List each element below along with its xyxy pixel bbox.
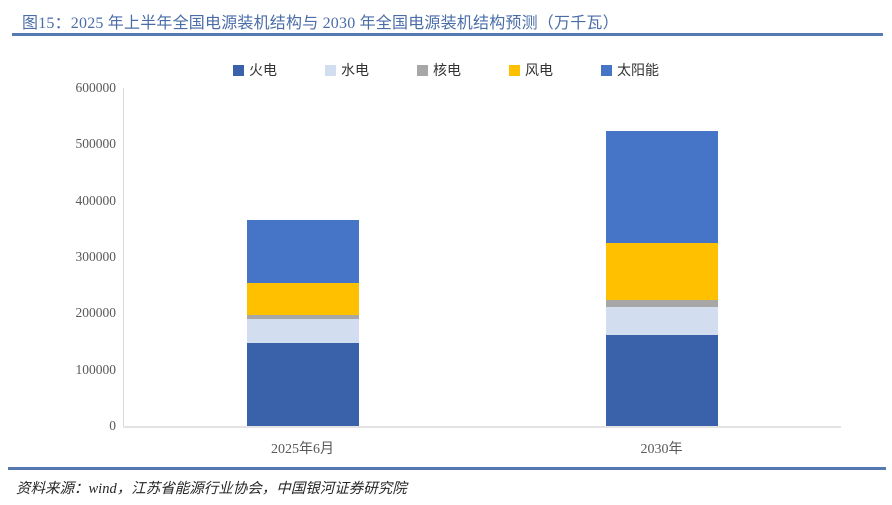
y-axis-tick-label: 100000 (75, 361, 117, 377)
bar-segment (246, 318, 359, 344)
y-axis-tick-label: 300000 (75, 249, 117, 264)
legend-swatch-icon (417, 64, 428, 76)
y-axis-line (123, 88, 124, 426)
y-axis-tick-label: 200000 (75, 305, 117, 321)
source-note: 资料来源：wind，江苏省能源行业协会，中国银河证券研究院 (16, 481, 407, 497)
y-axis-tick-label: 400000 (75, 192, 117, 208)
bar-segment (246, 315, 359, 319)
legend-item: 核电 (417, 60, 461, 80)
x-axis-line (123, 426, 841, 428)
legend-label: 风电 (525, 64, 553, 79)
y-axis-tick-label: 0 (109, 418, 116, 433)
legend-label: 水电 (341, 64, 369, 79)
bar-segment (605, 306, 718, 335)
legend-swatch-icon (509, 64, 520, 76)
y-axis-tick-label: 600000 (75, 80, 117, 95)
y-axis-tick-label: 500000 (75, 136, 117, 152)
figure-title: 图15：2025 年上半年全国电源装机结构与 2030 年全国电源装机结构预测（… (22, 15, 619, 32)
legend-item: 风电 (509, 60, 553, 80)
legend-label: 核电 (433, 64, 461, 79)
bar-segment (605, 243, 718, 300)
footer-divider (8, 467, 886, 470)
legend-swatch-icon (233, 64, 244, 76)
legend-label: 火电 (249, 64, 277, 79)
legend-item: 水电 (325, 60, 369, 80)
x-axis-category-label: 2030年 (640, 442, 683, 457)
legend-swatch-icon (325, 64, 336, 76)
legend-swatch-icon (601, 64, 612, 76)
bar-segment (605, 130, 718, 244)
bar-segment (246, 343, 359, 426)
bar-segment (605, 334, 718, 426)
stacked-bar-2025h1 (246, 219, 359, 426)
stacked-bar-2030 (605, 130, 718, 426)
legend-label: 太阳能 (617, 64, 659, 79)
chart-legend: 火电 水电 核电 风电 太阳能 (0, 60, 892, 80)
bar-segment (246, 219, 359, 283)
legend-item: 太阳能 (601, 60, 659, 80)
header-divider (12, 33, 883, 36)
legend-item: 火电 (233, 60, 277, 80)
x-axis-category-label: 2025年6月 (271, 442, 334, 457)
bar-segment (605, 299, 718, 307)
bar-segment (246, 282, 359, 315)
